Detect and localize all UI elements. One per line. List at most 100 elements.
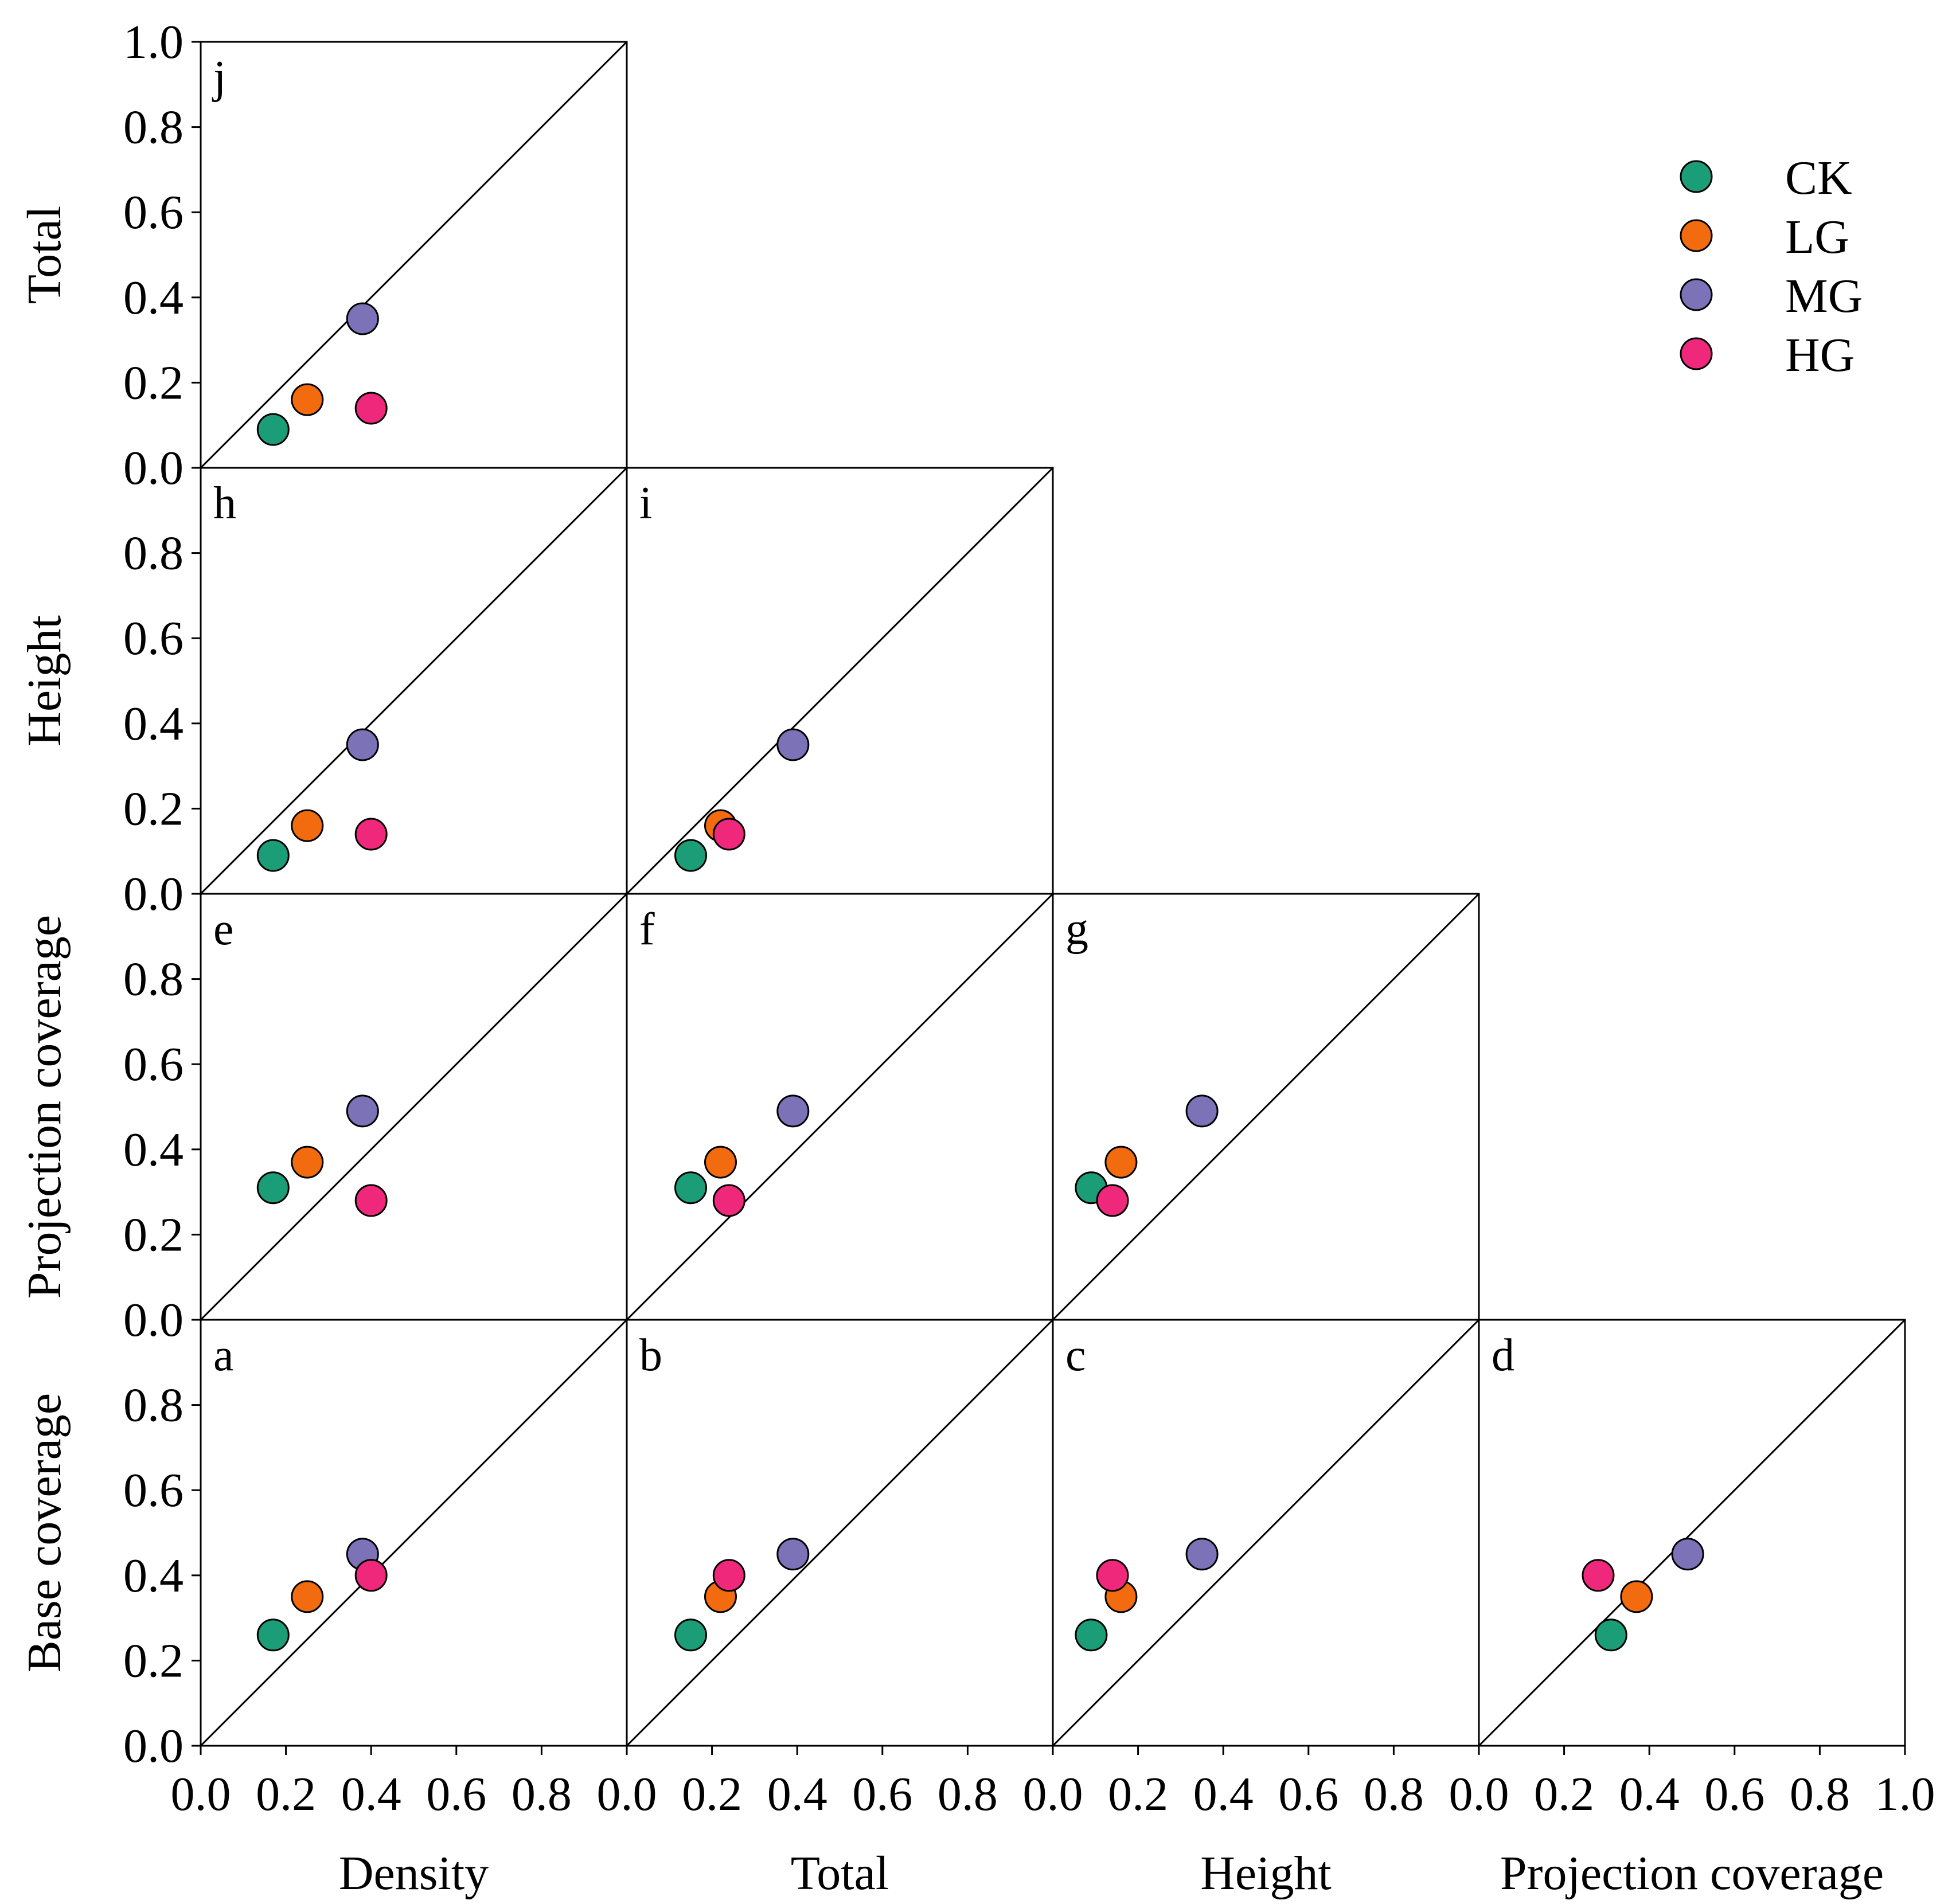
legend-marker-lg: [1680, 219, 1713, 252]
x-tick-label-c1-1: 0.2: [682, 1768, 742, 1821]
identity-line-d: [1478, 1319, 1906, 1747]
point-i-mg: [776, 728, 810, 761]
point-h-mg: [346, 728, 379, 761]
panel-letter-i: i: [639, 478, 652, 529]
panel-letter-h: h: [213, 478, 236, 529]
point-a-lg: [291, 1580, 324, 1613]
y-tick-label-r3-2: 0.4: [123, 1549, 184, 1602]
point-j-mg: [346, 302, 379, 335]
y-tick-label-r1-3: 0.6: [123, 612, 184, 665]
panel-frame-d: [1478, 1319, 1906, 1747]
legend-marker-ck: [1680, 160, 1713, 193]
point-i-hg: [712, 818, 745, 851]
y-tick-label-r1-4: 0.8: [123, 527, 184, 580]
panel-letter-d: d: [1492, 1330, 1514, 1381]
x-tick-label-c3-2: 0.4: [1619, 1768, 1680, 1821]
panel-letter-j: j: [212, 52, 226, 103]
x-tick-label-c3-3: 0.6: [1704, 1768, 1764, 1821]
identity-line-c: [1052, 1319, 1480, 1747]
x-axis-title-2: Height: [1200, 1847, 1332, 1900]
identity-line-i: [626, 467, 1054, 895]
x-tick-label-c0-0: 0.0: [171, 1768, 231, 1821]
x-tick-label-c2-3: 0.6: [1278, 1768, 1338, 1821]
legend-label-ck: CK: [1785, 151, 1852, 205]
panel-letter-b: b: [639, 1330, 662, 1381]
point-b-hg: [712, 1559, 745, 1592]
x-tick-label-c3-1: 0.2: [1534, 1768, 1594, 1821]
y-tick-label-r1-2: 0.4: [123, 697, 184, 750]
identity-line-j: [200, 41, 628, 469]
y-tick-label-r1-0: 0.0: [123, 867, 184, 921]
y-tick-label-r0-1: 0.2: [123, 356, 184, 409]
identity-line-g: [1052, 893, 1480, 1321]
x-tick-label-c1-3: 0.6: [852, 1768, 912, 1821]
y-axis-title-1: Height: [18, 615, 71, 746]
y-tick-label-r3-3: 0.6: [123, 1464, 184, 1517]
point-c-mg: [1185, 1538, 1219, 1571]
y-tick-label-r0-5: 1.0: [123, 15, 184, 69]
legend-marker-mg: [1680, 278, 1713, 311]
y-tick-label-r0-4: 0.8: [123, 101, 184, 154]
x-tick-label-c0-3: 0.6: [426, 1768, 486, 1821]
y-axis-title-3: Base coverage: [18, 1393, 71, 1672]
x-axis-title-1: Total: [791, 1847, 889, 1900]
x-tick-label-c3-0: 0.0: [1449, 1768, 1509, 1821]
point-f-ck: [674, 1171, 707, 1205]
x-tick-label-c1-0: 0.0: [597, 1768, 657, 1821]
point-e-lg: [291, 1145, 324, 1179]
point-g-hg: [1096, 1184, 1129, 1217]
y-tick-label-r0-0: 0.0: [123, 441, 184, 495]
identity-line-a: [200, 1319, 628, 1747]
legend-label-lg: LG: [1785, 210, 1849, 264]
point-i-ck: [674, 839, 707, 872]
x-axis-title-0: Density: [339, 1847, 489, 1900]
identity-line-e: [200, 893, 628, 1321]
point-j-ck: [256, 413, 290, 446]
point-c-hg: [1096, 1559, 1129, 1592]
y-tick-label-r3-0: 0.0: [123, 1719, 184, 1773]
point-b-ck: [674, 1618, 707, 1652]
y-tick-label-r0-2: 0.4: [123, 271, 184, 324]
point-h-lg: [291, 809, 324, 842]
x-tick-label-c2-1: 0.2: [1108, 1768, 1168, 1821]
y-tick-label-r3-1: 0.2: [123, 1634, 184, 1687]
x-tick-label-c2-0: 0.0: [1023, 1768, 1083, 1821]
x-tick-label-c0-4: 0.8: [512, 1768, 572, 1821]
x-tick-label-c1-4: 0.8: [938, 1768, 998, 1821]
point-b-mg: [776, 1538, 810, 1571]
identity-line-b: [626, 1319, 1054, 1747]
y-tick-label-r2-3: 0.6: [123, 1038, 184, 1091]
y-tick-label-r2-2: 0.4: [123, 1123, 184, 1176]
x-tick-label-c3-4: 0.8: [1790, 1768, 1850, 1821]
x-axis-title-3: Projection coverage: [1500, 1847, 1884, 1900]
point-d-hg: [1582, 1559, 1615, 1592]
x-tick-label-c3-5: 1.0: [1875, 1768, 1935, 1821]
y-tick-label-r2-1: 0.2: [123, 1208, 184, 1261]
y-axis-title-2: Projection coverage: [18, 915, 71, 1299]
panel-letter-f: f: [639, 904, 655, 955]
panel-letter-g: g: [1065, 904, 1088, 955]
point-h-ck: [256, 839, 290, 872]
y-axis-title-0: Total: [18, 206, 71, 304]
point-e-mg: [346, 1094, 379, 1128]
y-tick-label-r2-0: 0.0: [123, 1293, 184, 1347]
point-h-hg: [354, 818, 388, 851]
point-f-mg: [776, 1094, 810, 1128]
point-f-lg: [704, 1145, 737, 1179]
legend-label-mg: MG: [1785, 269, 1863, 323]
point-a-ck: [256, 1618, 290, 1652]
y-tick-label-r1-1: 0.2: [123, 782, 184, 835]
point-e-ck: [256, 1171, 290, 1205]
panel-letter-a: a: [213, 1330, 234, 1381]
point-f-hg: [712, 1184, 745, 1217]
y-tick-label-r3-4: 0.8: [123, 1379, 184, 1432]
point-e-hg: [354, 1184, 388, 1217]
point-g-mg: [1185, 1094, 1219, 1128]
panel-letter-e: e: [213, 904, 234, 955]
point-c-ck: [1075, 1618, 1108, 1652]
identity-line-f: [626, 893, 1054, 1321]
identity-line-h: [200, 467, 628, 895]
point-g-lg: [1104, 1145, 1138, 1179]
legend-marker-hg: [1680, 337, 1713, 370]
